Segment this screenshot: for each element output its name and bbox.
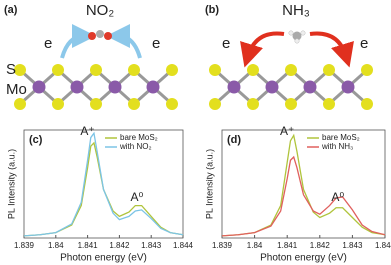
x-tick-label: 1.843 — [141, 241, 162, 250]
legend-label: with NO₂ — [119, 142, 152, 151]
y-axis-label: PL Intensity (a.u.) — [6, 149, 16, 219]
atom — [361, 98, 373, 110]
atom — [166, 98, 178, 110]
atom — [227, 80, 241, 94]
atom — [90, 64, 102, 76]
atom — [300, 30, 306, 36]
x-tick-label: 1.839 — [212, 241, 233, 250]
line-series — [23, 131, 184, 237]
electron-arrow — [106, 24, 142, 59]
electron-arrow — [240, 31, 285, 68]
x-tick-label: 1.841 — [78, 241, 99, 250]
atom-label: S — [6, 61, 16, 78]
annotation: A⁺ — [280, 124, 294, 138]
atom — [70, 80, 84, 94]
atom-label: Mo — [6, 81, 27, 98]
x-tick-label: 1.841 — [277, 241, 298, 250]
atom — [292, 31, 302, 41]
panel-label: (a) — [4, 4, 18, 16]
electron-label: e — [360, 35, 368, 52]
line-series — [221, 155, 386, 237]
annotation: A⁰ — [130, 190, 143, 204]
atom — [128, 64, 140, 76]
x-tick-label: 1.84 — [247, 241, 263, 250]
atom — [88, 32, 96, 40]
atom — [247, 98, 259, 110]
x-tick-label: 1.843 — [342, 241, 363, 250]
atom — [209, 98, 221, 110]
atom — [247, 64, 259, 76]
x-tick-label: 1.844 — [173, 241, 194, 250]
atom — [128, 98, 140, 110]
electron-label: e — [44, 35, 52, 52]
atom — [90, 98, 102, 110]
atom — [265, 80, 279, 94]
electron-arrow — [60, 24, 96, 59]
atom — [303, 80, 317, 94]
panel-label: (b) — [205, 4, 219, 16]
plot-frame — [221, 129, 386, 239]
legend-label: bare MoS₂ — [120, 133, 158, 142]
atom — [14, 98, 26, 110]
electron-arrow — [309, 31, 354, 68]
x-axis-label: Photon energy (eV) — [60, 253, 147, 264]
legend-label: with NH₃ — [321, 142, 353, 151]
atom — [285, 98, 297, 110]
annotation: A⁰ — [331, 190, 344, 204]
atom — [209, 64, 221, 76]
atom — [294, 38, 300, 44]
electron-label: e — [222, 35, 230, 52]
x-tick-label: 1.844 — [375, 241, 391, 250]
atom — [285, 64, 297, 76]
y-axis-label: PL Intensity (a.u.) — [204, 149, 214, 219]
atom — [52, 64, 64, 76]
panel-label: (c) — [29, 134, 43, 146]
atom — [288, 30, 294, 36]
x-tick-label: 1.842 — [310, 241, 331, 250]
atom — [52, 98, 64, 110]
molecule-label: NO₂ — [86, 2, 115, 19]
molecule-label: NH₃ — [282, 2, 310, 19]
x-tick-label: 1.842 — [109, 241, 130, 250]
x-axis-label: Photon energy (eV) — [260, 253, 347, 264]
atom — [166, 64, 178, 76]
atom — [323, 98, 335, 110]
atom — [32, 80, 46, 94]
plot-frame — [23, 129, 184, 239]
electron-label: e — [152, 35, 160, 52]
annotation: A⁺ — [80, 124, 94, 138]
x-tick-label: 1.839 — [14, 241, 35, 250]
atom — [96, 30, 104, 38]
atom — [104, 32, 112, 40]
line-series — [221, 133, 386, 237]
atom — [341, 80, 355, 94]
x-tick-label: 1.84 — [48, 241, 64, 250]
atom — [108, 80, 122, 94]
atom — [361, 64, 373, 76]
atom — [323, 64, 335, 76]
atom — [146, 80, 160, 94]
panel-label: (d) — [227, 134, 241, 146]
atom — [14, 64, 26, 76]
lattices — [14, 64, 373, 110]
legend-label: bare MoS₂ — [322, 133, 360, 142]
